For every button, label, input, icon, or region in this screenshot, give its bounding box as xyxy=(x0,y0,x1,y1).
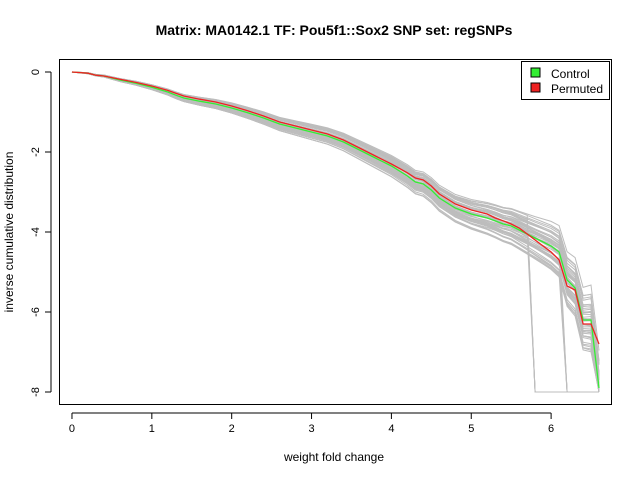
y-tick-label: -4 xyxy=(30,227,42,237)
x-axis-label: weight fold change xyxy=(283,450,384,464)
legend-label-permuted: Permuted xyxy=(551,82,603,96)
y-axis-label: inverse cumulative distribution xyxy=(2,152,16,313)
y-tick-label: -6 xyxy=(30,307,42,317)
x-tick-label: 4 xyxy=(388,423,394,435)
y-tick-label: -2 xyxy=(30,147,42,157)
legend-swatch-permuted xyxy=(530,82,541,93)
chart-title: Matrix: MA0142.1 TF: Pou5f1::Sox2 SNP se… xyxy=(156,22,513,38)
x-tick-label: 3 xyxy=(308,423,314,435)
x-axis: 0 1 2 3 4 5 6 xyxy=(69,412,554,435)
background-series-line xyxy=(71,71,600,393)
x-tick-label: 2 xyxy=(229,423,235,435)
legend: Control Permuted xyxy=(521,61,610,100)
x-tick-label: 0 xyxy=(69,423,75,435)
legend-label-control: Control xyxy=(551,67,590,81)
plot-frame xyxy=(59,59,612,405)
permuted-series-line xyxy=(71,71,600,345)
y-tick-label: -8 xyxy=(30,387,42,397)
y-axis: 0 -2 -4 -6 -8 xyxy=(30,69,52,397)
main-series-group xyxy=(71,71,600,389)
control-series-line xyxy=(71,71,600,389)
y-tick-label: 0 xyxy=(30,69,42,75)
x-tick-label: 1 xyxy=(149,423,155,435)
legend-swatch-control xyxy=(530,67,541,78)
x-tick-label: 6 xyxy=(548,423,554,435)
x-tick-label: 5 xyxy=(468,423,474,435)
